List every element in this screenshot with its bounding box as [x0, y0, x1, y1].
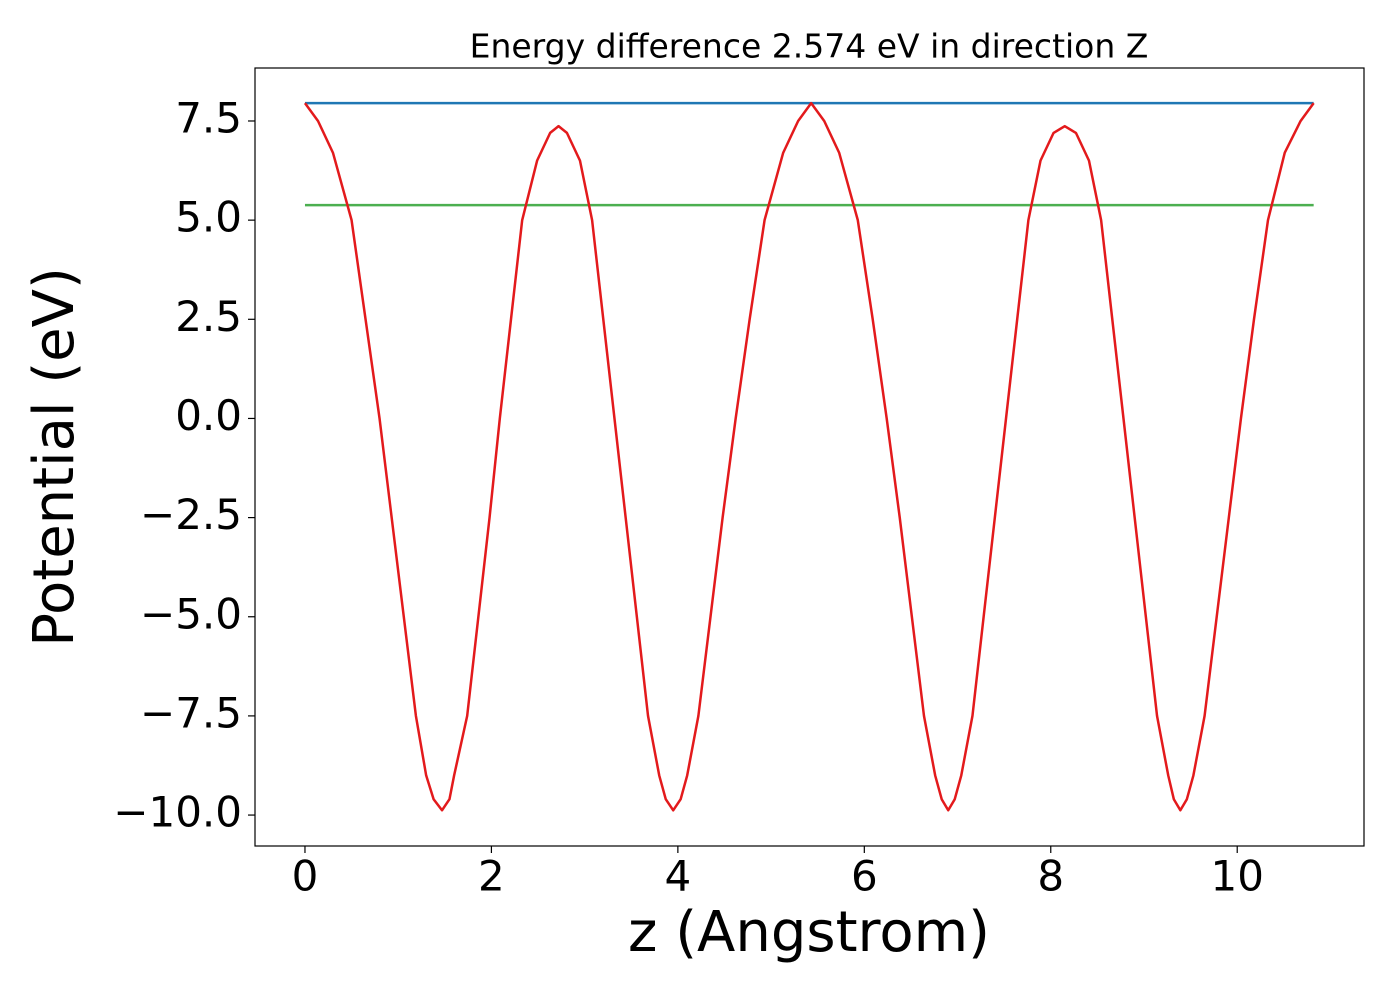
x-tick-label: 10: [1210, 852, 1263, 901]
plot-frame: [254, 67, 1365, 847]
y-tick-label: 2.5: [175, 292, 242, 341]
x-tick-label: 6: [851, 852, 878, 901]
x-tick-label: 4: [664, 852, 691, 901]
x-axis-label: z (Angstrom): [628, 900, 990, 965]
x-tick-label: 2: [478, 852, 505, 901]
y-tick-label: 0.0: [175, 391, 242, 440]
y-tick-label: 7.5: [175, 93, 242, 142]
y-axis-label: Potential (eV): [22, 267, 87, 647]
y-tick-label: −7.5: [140, 688, 242, 737]
y-tick-label: −10.0: [113, 788, 242, 837]
y-tick-label: −5.0: [140, 589, 242, 638]
x-tick-label: 0: [292, 852, 319, 901]
x-tick-label: 8: [1037, 852, 1064, 901]
chart-title: Energy difference 2.574 eV in direction …: [470, 27, 1149, 66]
y-tick-label: 5.0: [175, 193, 242, 242]
data-line: [303, 101, 1315, 812]
y-tick-label: −2.5: [140, 490, 242, 539]
